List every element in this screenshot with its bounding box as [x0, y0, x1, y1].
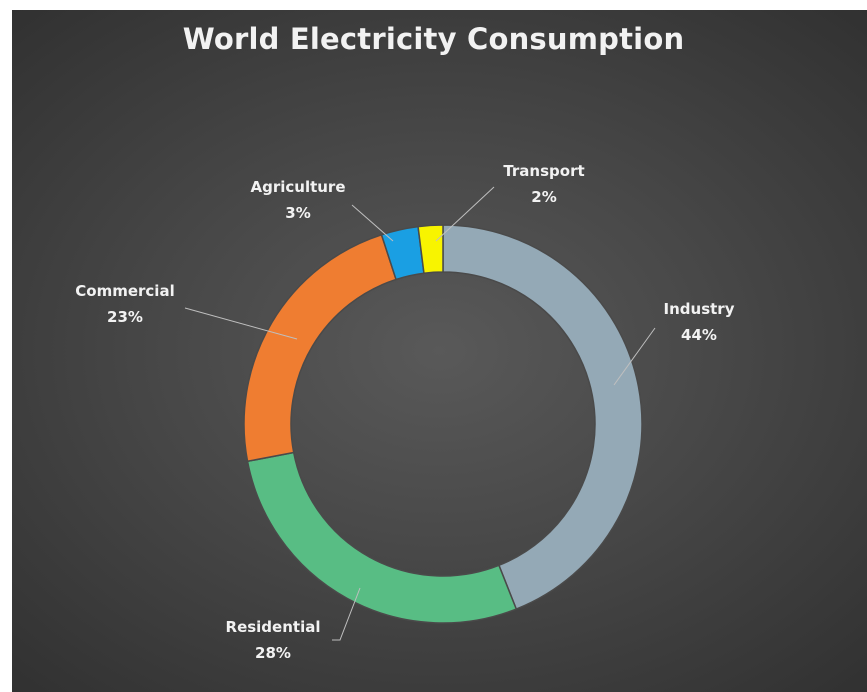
- slice-commercial: [243, 233, 397, 463]
- data-label-agriculture: Agriculture 3%: [250, 178, 345, 222]
- chart-title: World Electricity Consumption: [182, 22, 685, 56]
- data-label-residential: Residential 28%: [226, 618, 321, 662]
- data-label-commercial: Commercial 23%: [75, 282, 174, 326]
- slice-industry: [442, 224, 643, 611]
- leader-line-agriculture: [351, 204, 394, 242]
- leader-line-residential: [332, 587, 361, 641]
- data-label-transport: Transport 2%: [503, 162, 584, 206]
- leader-line-commercial: [184, 307, 298, 340]
- leader-line-transport: [435, 186, 495, 242]
- data-label-industry: Industry 44%: [664, 300, 735, 344]
- slice-transport: [417, 224, 444, 275]
- leader-line-industry: [613, 327, 656, 386]
- slice-residential: [246, 451, 518, 624]
